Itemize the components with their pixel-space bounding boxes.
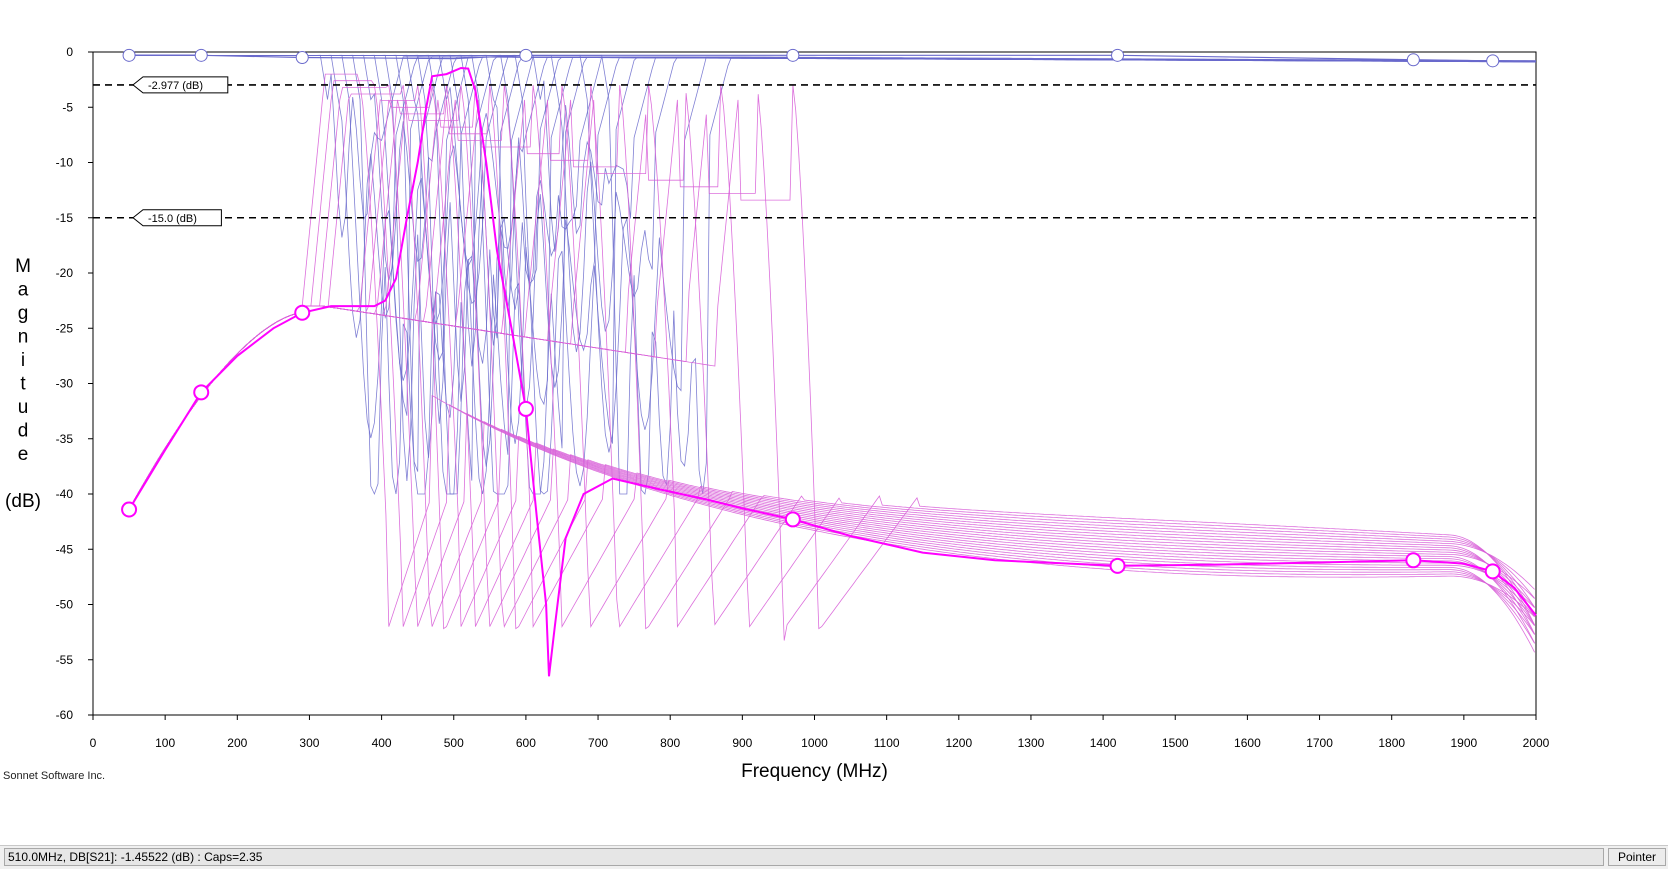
data-marker bbox=[1109, 557, 1126, 574]
reference-tag bbox=[132, 76, 229, 94]
status-readout: 510.0MHz, DB[S21]: -1.45522 (dB) : Caps=… bbox=[4, 848, 1604, 866]
data-marker bbox=[517, 400, 534, 417]
pointer-mode-button[interactable]: Pointer bbox=[1608, 848, 1666, 866]
y-tick-label: 0 bbox=[66, 45, 73, 59]
s21-sweep-family bbox=[128, 73, 1535, 653]
s21-trace bbox=[128, 85, 1535, 653]
y-axis-title-letter: a bbox=[18, 280, 29, 301]
x-tick-label: 800 bbox=[660, 736, 680, 750]
x-tick-label: 300 bbox=[299, 736, 319, 750]
x-tick-label: 1400 bbox=[1090, 736, 1117, 750]
y-axis-title-letter: u bbox=[18, 397, 29, 418]
y-axis-title-letter: n bbox=[18, 327, 29, 348]
y-axis-title-letter: i bbox=[21, 350, 25, 371]
s21-trace bbox=[128, 85, 1535, 630]
data-marker bbox=[786, 48, 800, 62]
plot-area[interactable]: -2.977 (dB) -15.0 (dB) 0 100 200 300 400 500 60… bbox=[0, 0, 1668, 845]
x-tick-label: 1200 bbox=[945, 736, 972, 750]
reference-label: -15.0 (dB) bbox=[148, 213, 197, 225]
selected-curves bbox=[121, 48, 1537, 677]
y-tick-label: -15 bbox=[56, 211, 74, 225]
x-tick-label: 100 bbox=[155, 736, 175, 750]
x-axis-title: Frequency (MHz) bbox=[741, 761, 888, 782]
data-marker bbox=[121, 501, 138, 518]
data-marker bbox=[1405, 552, 1422, 569]
y-tick-label: -35 bbox=[56, 432, 74, 446]
y-tick-label: -30 bbox=[56, 377, 74, 391]
y-tick-label: -55 bbox=[56, 653, 74, 667]
y-tick-label: -40 bbox=[56, 487, 74, 501]
y-axis-title-letter: t bbox=[20, 374, 26, 395]
data-marker bbox=[1406, 53, 1420, 67]
data-marker bbox=[193, 384, 210, 401]
y-tick-label: -25 bbox=[56, 321, 74, 335]
x-tick-label: 900 bbox=[732, 736, 752, 750]
y-axis-title-letter: M bbox=[15, 256, 31, 277]
response-plot[interactable]: -2.977 (dB) -15.0 (dB) 0 100 200 300 400 500 60… bbox=[0, 0, 1668, 845]
x-tick-label: 1300 bbox=[1018, 736, 1045, 750]
x-tick-label: 2000 bbox=[1523, 736, 1550, 750]
y-axis-unit: (dB) bbox=[5, 491, 41, 512]
x-tick-label: 1700 bbox=[1306, 736, 1333, 750]
x-tick-label: 1800 bbox=[1378, 736, 1405, 750]
tick-labels: 0 100 200 300 400 500 600 700 800 900 1000 1100 1200… bbox=[56, 45, 1550, 750]
x-tick-label: 500 bbox=[444, 736, 464, 750]
x-tick-label: 600 bbox=[516, 736, 536, 750]
data-marker bbox=[784, 511, 801, 528]
y-tick-label: -10 bbox=[56, 156, 74, 170]
data-marker bbox=[194, 48, 208, 62]
data-marker bbox=[1111, 48, 1125, 62]
x-tick-label: 0 bbox=[90, 736, 97, 750]
s21-trace bbox=[128, 85, 1535, 644]
x-tick-label: 400 bbox=[372, 736, 392, 750]
credit-label: Sonnet Software Inc. bbox=[3, 770, 105, 782]
y-axis-title-letter: g bbox=[18, 303, 29, 324]
y-axis-title-letter: e bbox=[18, 444, 29, 465]
data-marker bbox=[519, 48, 533, 62]
y-tick-label: -50 bbox=[56, 598, 74, 612]
reference-tag bbox=[132, 209, 222, 227]
y-tick-label: -60 bbox=[56, 708, 74, 722]
y-tick-label: -45 bbox=[56, 542, 74, 556]
data-marker bbox=[1486, 54, 1500, 68]
y-tick-label: -20 bbox=[56, 266, 74, 280]
s21-trace bbox=[128, 80, 1535, 627]
reference-label: -2.977 (dB) bbox=[148, 80, 203, 92]
axes-frame bbox=[88, 51, 1537, 720]
x-tick-label: 1000 bbox=[801, 736, 828, 750]
x-tick-label: 700 bbox=[588, 736, 608, 750]
x-tick-label: 1600 bbox=[1234, 736, 1261, 750]
s11-sweep-family bbox=[129, 54, 1537, 496]
x-tick-label: 1100 bbox=[874, 736, 900, 750]
y-tick-label: -5 bbox=[62, 100, 73, 114]
data-marker bbox=[122, 48, 136, 62]
y-axis-title-letter: d bbox=[18, 421, 29, 442]
data-marker bbox=[1484, 563, 1501, 580]
plot-frame bbox=[92, 51, 1537, 716]
s11-selected-trace bbox=[129, 54, 1537, 63]
status-bar: 510.0MHz, DB[S21]: -1.45522 (dB) : Caps=… bbox=[0, 845, 1668, 869]
x-tick-label: 200 bbox=[227, 736, 247, 750]
s21-trace bbox=[128, 73, 1535, 627]
x-tick-label: 1900 bbox=[1450, 736, 1477, 750]
x-tick-label: 1500 bbox=[1162, 736, 1189, 750]
s11-trace bbox=[129, 54, 1537, 495]
data-marker bbox=[294, 304, 311, 321]
data-marker bbox=[295, 51, 309, 65]
reference-lines: -2.977 (dB) -15.0 (dB) bbox=[93, 76, 1536, 227]
